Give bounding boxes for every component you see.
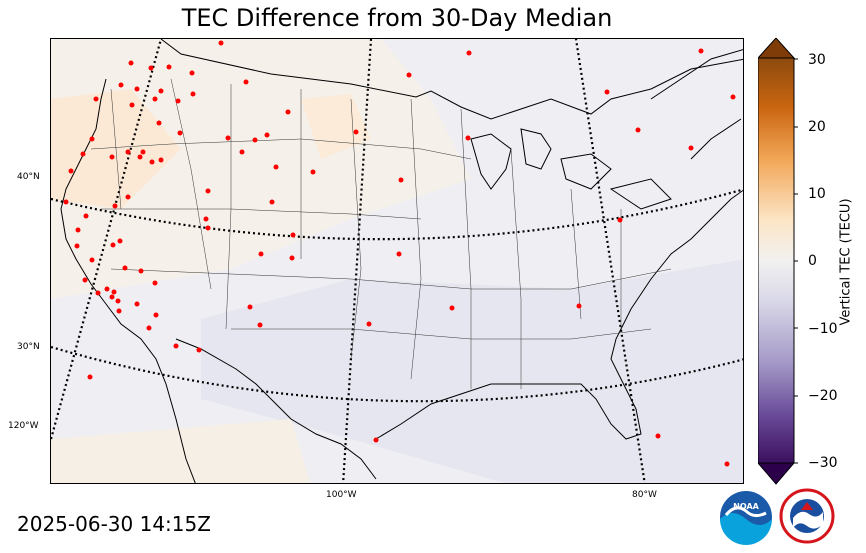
lat-label-30n: 30°N xyxy=(17,342,40,352)
map-canvas xyxy=(51,39,743,483)
negative-anomaly-region xyxy=(201,259,743,483)
station-markers xyxy=(63,40,736,467)
colorbar-tick: 0 xyxy=(808,253,817,269)
colorbar-tick: −10 xyxy=(808,321,838,337)
colorbar-tick: −20 xyxy=(808,388,838,404)
coastlines xyxy=(60,39,743,483)
chart-title: TEC Difference from 30-Day Median xyxy=(181,4,613,32)
tec-map xyxy=(50,38,744,484)
colorbar-gradient xyxy=(758,57,795,464)
colorbar-tick: 10 xyxy=(808,186,826,202)
colorbar-min-arrow xyxy=(758,462,796,485)
noaa-logo-text: NOAA xyxy=(733,502,759,511)
noaa-logo-icon: NOAA xyxy=(720,491,772,545)
colorbar-label: Vertical TEC (TECU) xyxy=(838,198,854,326)
timestamp: 2025-06-30 14:15Z xyxy=(17,512,211,536)
lon-label-80w: 80°W xyxy=(632,490,657,500)
lon-label-120w: 120°W xyxy=(8,421,39,431)
nws-logo-icon xyxy=(779,488,835,544)
state-borders xyxy=(90,78,672,389)
lon-label-100w: 100°W xyxy=(326,490,357,500)
graticule xyxy=(51,39,743,483)
colorbar xyxy=(758,38,798,485)
colorbar-tick: 30 xyxy=(808,52,826,68)
lat-label-40n: 40°N xyxy=(17,172,40,182)
colorbar-max-arrow xyxy=(758,38,796,59)
colorbar-tick: 20 xyxy=(808,119,826,135)
colorbar-tick: −30 xyxy=(808,455,838,471)
